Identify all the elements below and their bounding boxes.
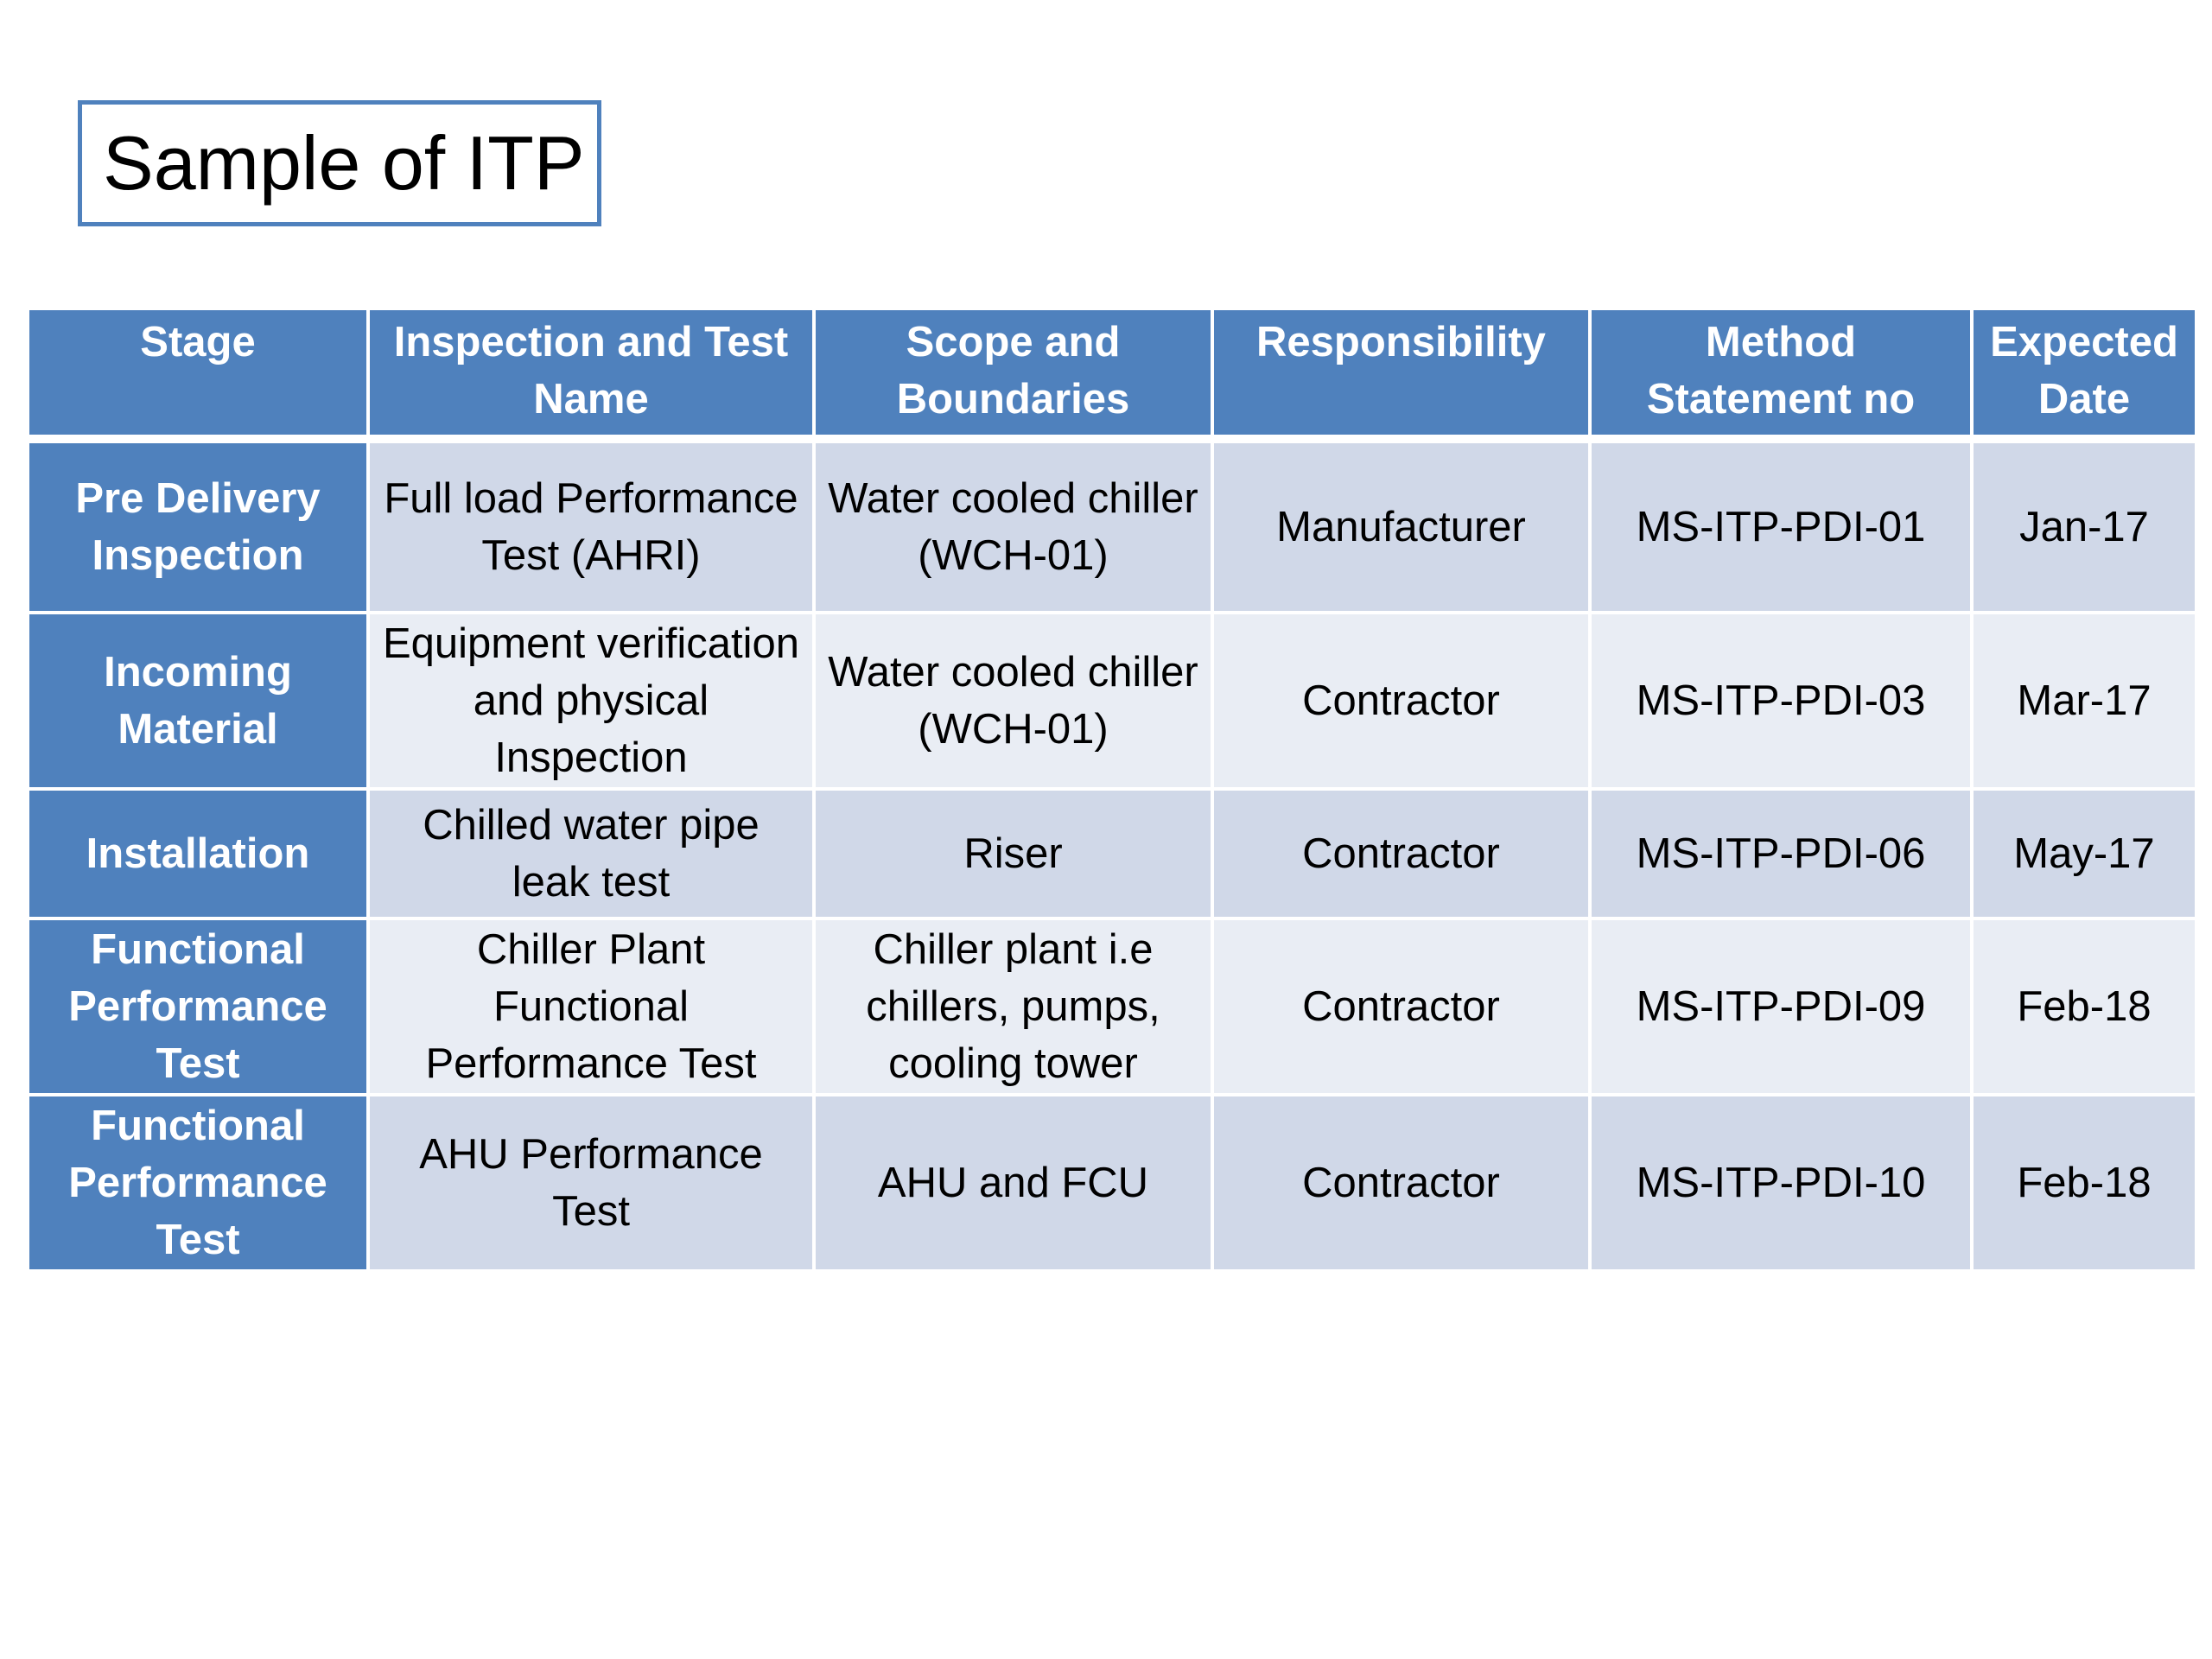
table-cell: MS-ITP-PDI-01	[1592, 438, 1970, 611]
table-cell: Jan-17	[1974, 438, 2195, 611]
table-row: Functional Performance Test Chiller Plant…	[29, 920, 2195, 1093]
table-cell: May-17	[1974, 791, 2195, 917]
table-cell: Contractor	[1214, 614, 1588, 787]
column-header: Responsibility	[1214, 310, 1588, 435]
table-cell: Chilled water pipe leak test	[370, 791, 812, 917]
table-row: Installation Chilled water pipe leak test…	[29, 791, 2195, 917]
column-header: Scope and Boundaries	[816, 310, 1211, 435]
table-cell: AHU and FCU	[816, 1096, 1211, 1269]
table-body: Pre Delivery Inspection Full load Perform…	[29, 438, 2195, 1269]
table-cell: Water cooled chiller (WCH-01)	[816, 614, 1211, 787]
stage-cell: Functional Performance Test	[29, 1096, 366, 1269]
table-cell: MS-ITP-PDI-06	[1592, 791, 1970, 917]
table-cell: MS-ITP-PDI-09	[1592, 920, 1970, 1093]
table-row: Pre Delivery Inspection Full load Perform…	[29, 438, 2195, 611]
table-cell: Mar-17	[1974, 614, 2195, 787]
column-header: Expected Date	[1974, 310, 2195, 435]
stage-cell: Pre Delivery Inspection	[29, 438, 366, 611]
table-cell: Full load Performance Test (AHRI)	[370, 438, 812, 611]
table-cell: AHU Performance Test	[370, 1096, 812, 1269]
table-cell: Contractor	[1214, 791, 1588, 917]
table-cell: Chiller plant i.e chillers, pumps, cooli…	[816, 920, 1211, 1093]
stage-cell: Incoming Material	[29, 614, 366, 787]
table-cell: Chiller Plant Functional Performance Tes…	[370, 920, 812, 1093]
table-cell: Contractor	[1214, 920, 1588, 1093]
table-cell: MS-ITP-PDI-03	[1592, 614, 1970, 787]
header-row: Stage Inspection and Test Name Scope and B…	[29, 310, 2195, 435]
stage-cell: Functional Performance Test	[29, 920, 366, 1093]
table-row: Functional Performance Test AHU Performan…	[29, 1096, 2195, 1269]
table-cell: MS-ITP-PDI-10	[1592, 1096, 1970, 1269]
column-header: Stage	[29, 310, 366, 435]
table-cell: Riser	[816, 791, 1211, 917]
table-cell: Water cooled chiller (WCH-01)	[816, 438, 1211, 611]
table-cell: Feb-18	[1974, 920, 2195, 1093]
stage-cell: Installation	[29, 791, 366, 917]
table-cell: Equipment verification and physical Insp…	[370, 614, 812, 787]
itp-table: Stage Inspection and Test Name Scope and B…	[26, 307, 2198, 1273]
column-header: Inspection and Test Name	[370, 310, 812, 435]
table-cell: Feb-18	[1974, 1096, 2195, 1269]
table-cell: Contractor	[1214, 1096, 1588, 1269]
column-header: Method Statement no	[1592, 310, 1970, 435]
table-cell: Manufacturer	[1214, 438, 1588, 611]
table-row: Incoming Material Equipment verification …	[29, 614, 2195, 787]
slide-title: Sample of ITP	[78, 100, 601, 226]
